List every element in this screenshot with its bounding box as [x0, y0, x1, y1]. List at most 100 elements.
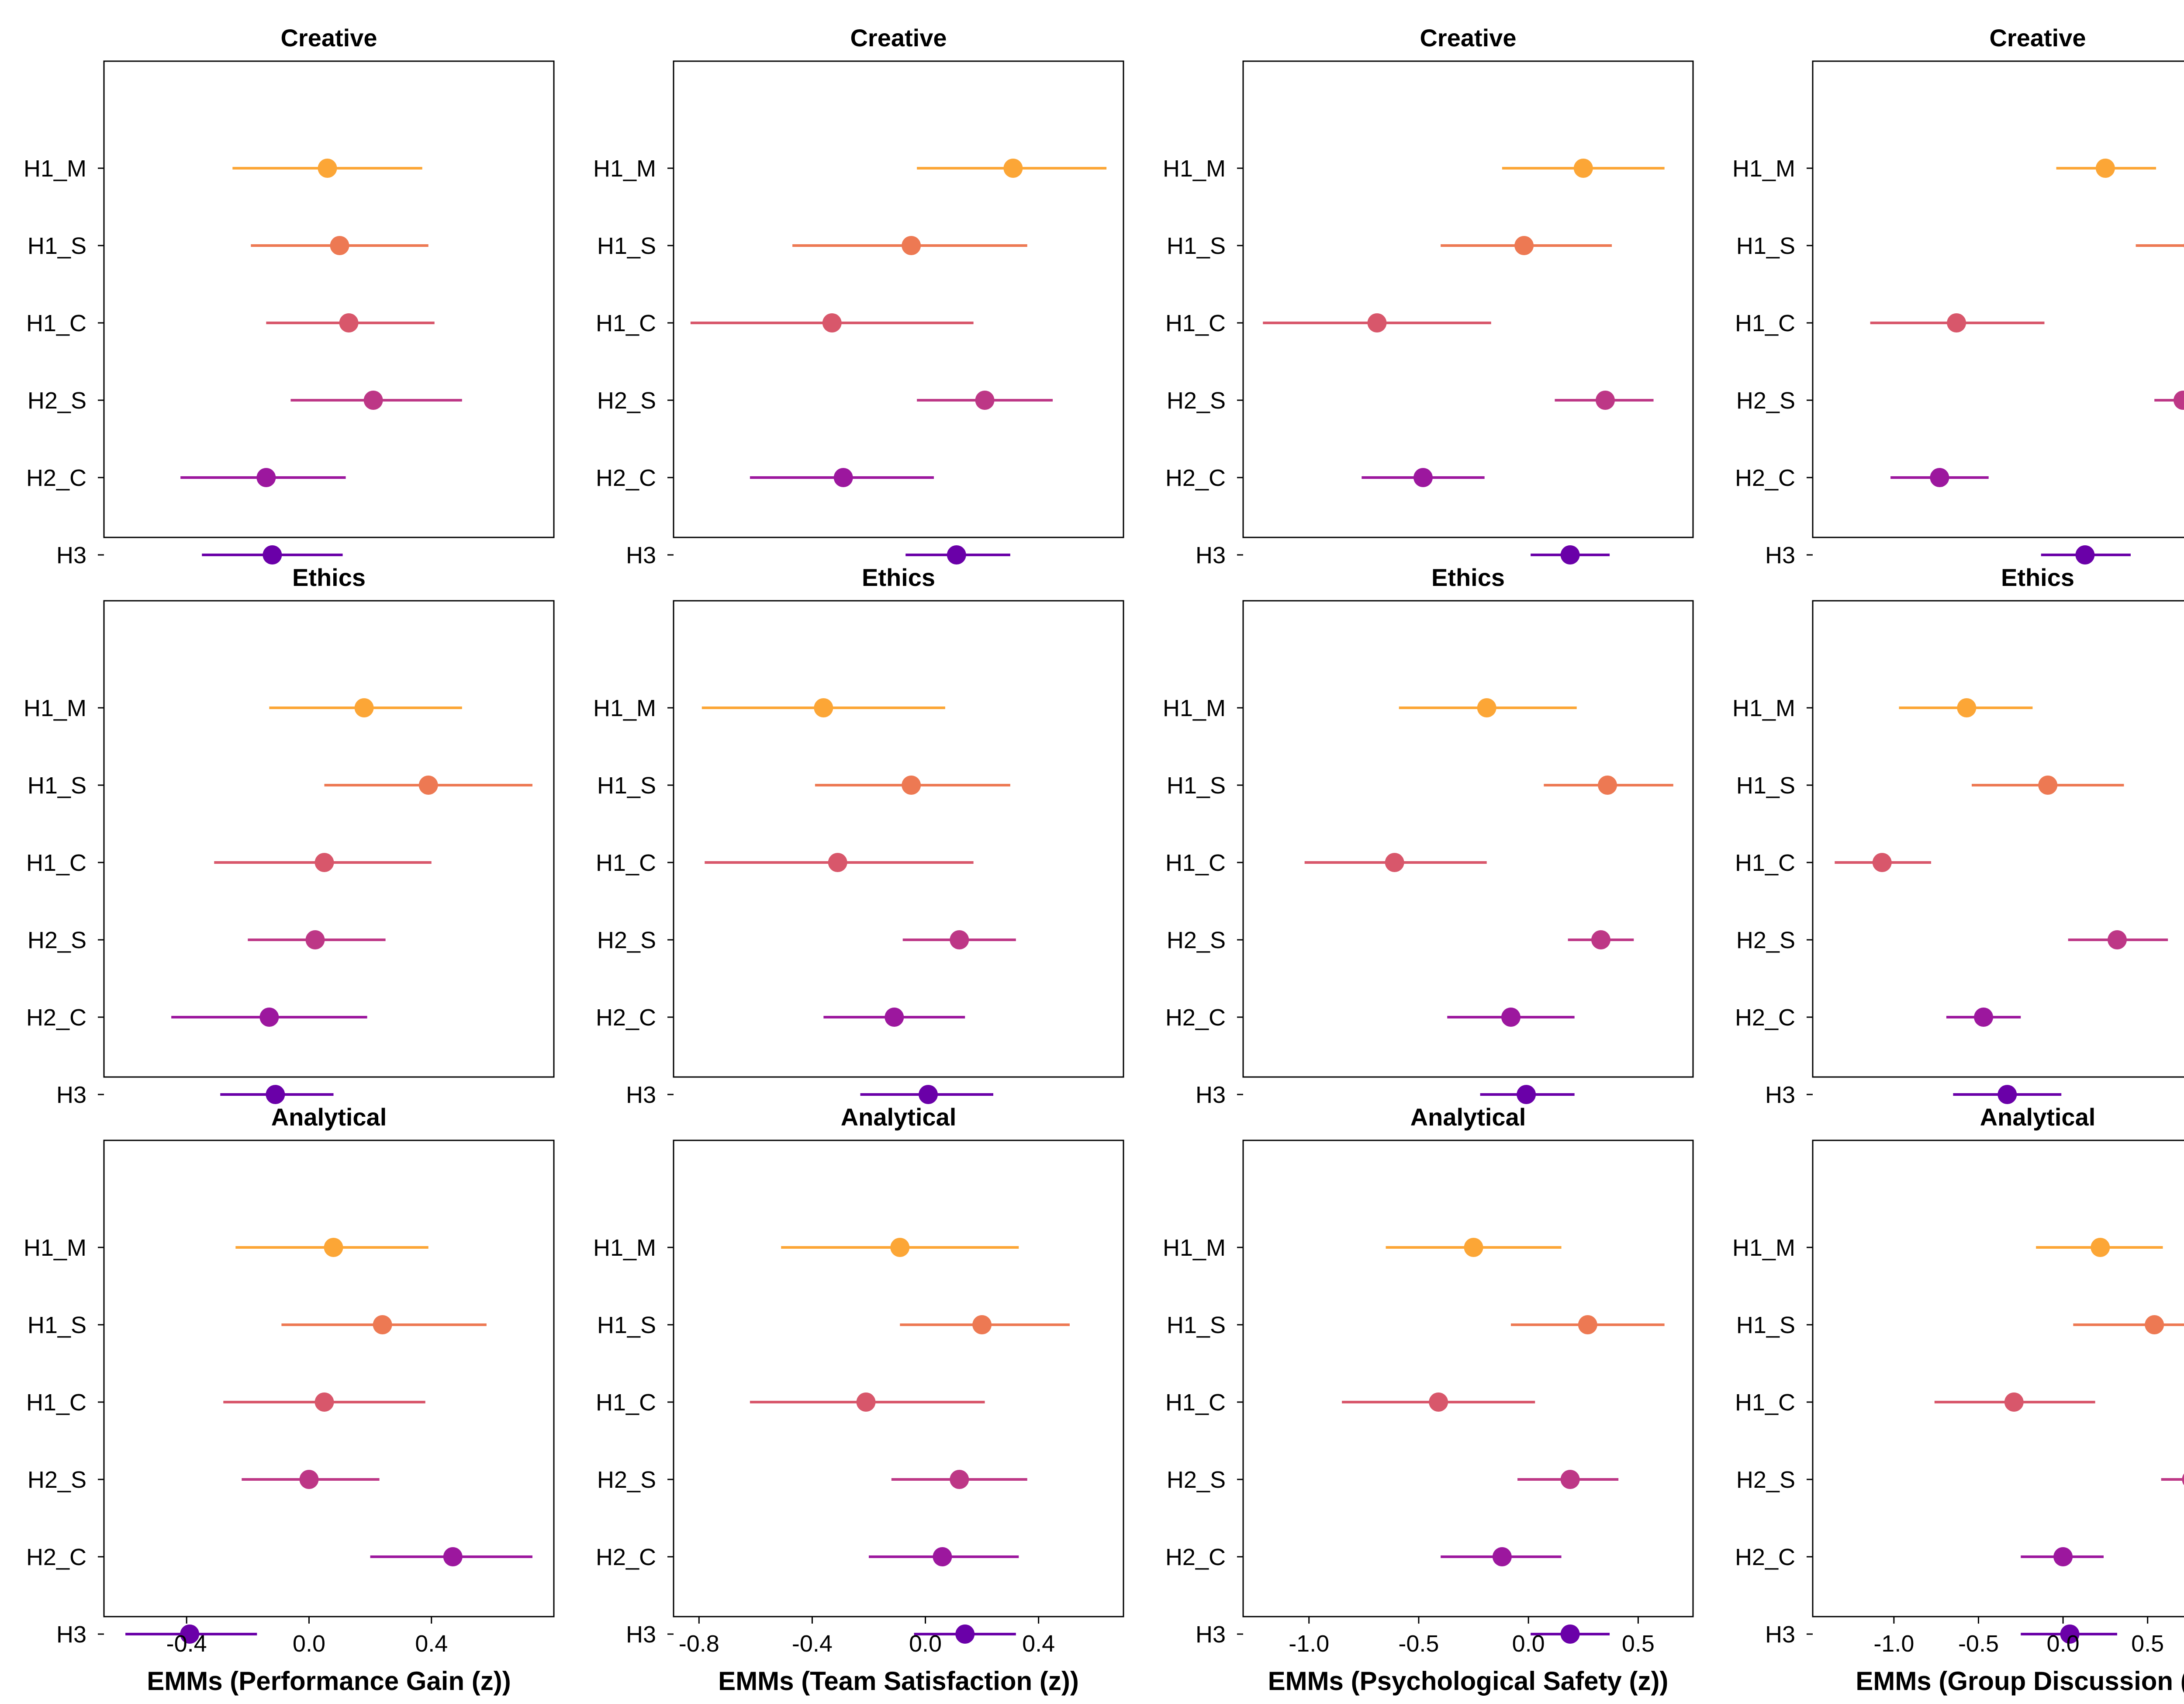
estimate-point	[1947, 313, 1966, 332]
category-label: H1_S	[28, 772, 86, 799]
estimate-point	[339, 313, 359, 332]
estimate-point	[1997, 1085, 2017, 1104]
panel-title: Ethics	[862, 564, 935, 591]
panel-title: Ethics	[292, 564, 366, 591]
category-label: H1_C	[26, 850, 86, 876]
category-label: H3	[1196, 1082, 1226, 1108]
category-label: H3	[626, 1082, 656, 1108]
category-label: H3	[56, 542, 86, 568]
panel-frame	[673, 1139, 1124, 1617]
panel-title: Analytical	[841, 1103, 957, 1131]
category-label: H1_S	[1167, 1312, 1226, 1338]
category-label: H1_C	[1735, 850, 1795, 876]
estimate-point	[363, 391, 383, 410]
panel-creative-1: Creative H1_M H1_S H1_C H2_S H2_C H3	[24, 24, 555, 568]
category-label: H1_M	[24, 156, 86, 182]
panel-title: Analytical	[1410, 1103, 1526, 1131]
panel-title: Creative	[1989, 24, 2086, 52]
x-tick-label: 0.0	[293, 1631, 325, 1657]
estimate-point	[1385, 853, 1404, 872]
panel-analytical-2: Analytical H1_M H1_S H1_C H2_S H2_C H3 -0.8 -0.4…	[593, 1103, 1124, 1657]
estimate-point	[443, 1547, 463, 1566]
category-label: H1_M	[593, 1235, 656, 1261]
estimate-point	[975, 391, 995, 410]
category-label: H1_M	[1163, 695, 1226, 721]
estimate-point	[324, 1238, 343, 1257]
estimate-point	[1591, 930, 1610, 949]
estimate-point	[919, 1085, 938, 1104]
x-tick-label: -0.4	[792, 1631, 833, 1657]
estimate-point	[1930, 468, 1949, 487]
x-tick-label: -0.8	[679, 1631, 719, 1657]
estimate-point	[263, 545, 282, 565]
panel-frame	[1242, 600, 1694, 1078]
estimate-point	[314, 1392, 334, 1412]
estimate-point	[950, 930, 969, 949]
category-label: H3	[626, 542, 656, 568]
category-label: H2_C	[26, 1544, 86, 1570]
category-label: H1_S	[28, 233, 86, 259]
category-label: H1_M	[24, 695, 86, 721]
estimate-point	[180, 1624, 200, 1644]
estimate-point	[955, 1624, 975, 1644]
category-label: H1_M	[1163, 156, 1226, 182]
category-label: H1_M	[1732, 156, 1795, 182]
category-label: H1_M	[593, 695, 656, 721]
estimate-point	[418, 776, 438, 795]
category-label: H3	[56, 1621, 86, 1648]
panel-title: Analytical	[271, 1103, 387, 1131]
estimate-point	[1413, 468, 1433, 487]
estimate-point	[1957, 698, 1977, 717]
x-axis-title: EMMs (Group Discussion (z))	[1856, 1666, 2184, 1696]
panel-analytical-4: Analytical H1_M H1_S H1_C H2_S H2_C H3 -1.0 -0.5…	[1732, 1103, 2184, 1657]
category-label: H3	[1765, 1082, 1795, 1108]
category-label: H1_C	[596, 1389, 656, 1416]
category-label: H1_M	[593, 156, 656, 182]
category-label: H2_C	[596, 465, 656, 491]
estimate-point	[950, 1470, 969, 1489]
estimate-point	[885, 1008, 904, 1027]
estimate-point	[2091, 1238, 2110, 1257]
estimate-point	[2053, 1547, 2073, 1566]
estimate-point	[833, 468, 853, 487]
x-tick-label: 0.0	[2047, 1631, 2080, 1657]
x-tick-label: 0.5	[2131, 1631, 2164, 1657]
panel-analytical-3: Analytical H1_M H1_S H1_C H2_S H2_C H3 -1.0 -0.5…	[1163, 1103, 1694, 1657]
estimate-point	[902, 236, 921, 255]
estimate-point	[1514, 236, 1534, 255]
estimate-point	[1464, 1238, 1483, 1257]
category-label: H2_S	[1167, 927, 1226, 953]
estimate-point	[828, 853, 847, 872]
x-tick-label: -1.0	[1873, 1631, 1914, 1657]
category-label: H1_C	[1165, 310, 1226, 336]
estimate-point	[902, 776, 921, 795]
category-label: H2_C	[1165, 1544, 1226, 1570]
category-label: H2_S	[28, 927, 86, 953]
estimate-point	[259, 1008, 279, 1027]
category-label: H2_S	[28, 388, 86, 414]
category-label: H3	[1765, 542, 1795, 568]
category-label: H1_M	[1732, 695, 1795, 721]
estimate-point	[947, 545, 966, 565]
category-label: H1_S	[1167, 233, 1226, 259]
category-label: H2_S	[597, 388, 656, 414]
estimate-point	[1517, 1085, 1536, 1104]
panel-title: Ethics	[1431, 564, 1505, 591]
category-label: H2_S	[597, 1467, 656, 1493]
x-tick-label: -0.5	[1958, 1631, 1999, 1657]
category-label: H1_C	[1165, 850, 1226, 876]
category-label: H1_C	[596, 310, 656, 336]
category-label: H1_S	[1736, 233, 1795, 259]
estimate-point	[814, 698, 833, 717]
category-label: H1_M	[24, 1235, 86, 1261]
panel-frame	[1812, 60, 2184, 538]
category-label: H2_C	[596, 1544, 656, 1570]
panel-frame	[1812, 1139, 2184, 1617]
panel-title: Ethics	[2001, 564, 2074, 591]
x-tick-label: 0.0	[909, 1631, 942, 1657]
category-label: H3	[56, 1082, 86, 1108]
estimate-point	[2107, 930, 2127, 949]
panel-frame	[103, 600, 555, 1078]
category-label: H3	[626, 1621, 656, 1648]
